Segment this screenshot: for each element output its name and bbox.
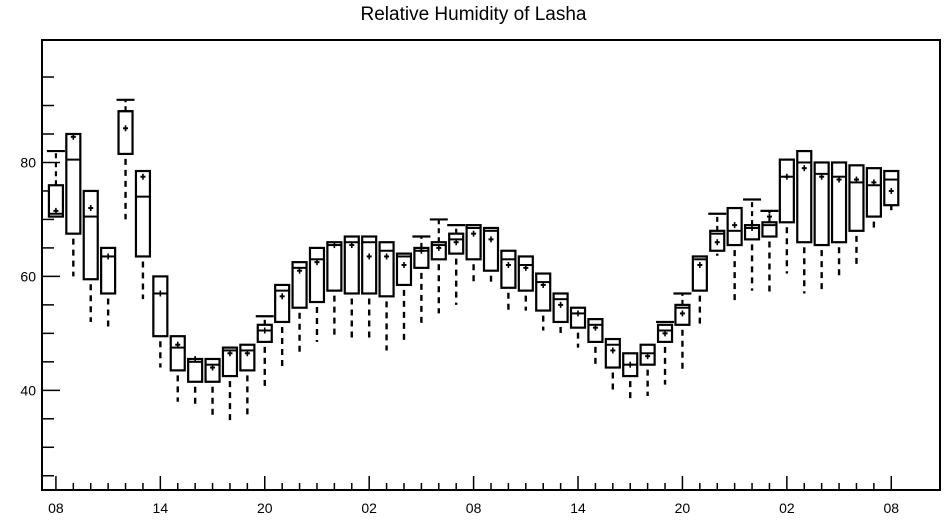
- box: [221, 346, 239, 378]
- box-item: [552, 292, 569, 337]
- box-item: [274, 283, 291, 371]
- box-item: [134, 169, 152, 300]
- y-tick-label: 40: [20, 382, 36, 398]
- box: [378, 241, 395, 298]
- box-item: [830, 161, 848, 280]
- box-item: [239, 343, 256, 416]
- box: [239, 343, 256, 372]
- x-tick-label: 02: [361, 500, 377, 516]
- box-item: [116, 98, 135, 220]
- x-tick-label: 14: [570, 500, 586, 516]
- box: [500, 249, 517, 289]
- box-item: [708, 212, 727, 256]
- box-item: [517, 255, 534, 311]
- box: [778, 158, 795, 224]
- box-item: [343, 235, 360, 342]
- box-item: [395, 252, 413, 342]
- y-tick-label: 60: [20, 268, 36, 284]
- box-item: [796, 149, 813, 294]
- box: [291, 261, 308, 309]
- box-item: [100, 246, 117, 331]
- box-item: [673, 292, 692, 374]
- box: [813, 161, 830, 247]
- box-item: [587, 318, 604, 365]
- chart-title: Relative Humidity of Lasha: [360, 4, 587, 25]
- box: [517, 255, 534, 292]
- box-item: [65, 132, 82, 277]
- box-item: [865, 167, 882, 231]
- box: [482, 226, 500, 272]
- x-axis-ticks: 08 14 20 02 08 14 20 02 08: [48, 476, 899, 516]
- box: [691, 255, 708, 292]
- box-item: [412, 235, 431, 328]
- box-item: [465, 224, 482, 285]
- box-item: [152, 275, 169, 368]
- box-item: [535, 272, 552, 331]
- box: [465, 224, 482, 261]
- box: [65, 132, 82, 235]
- x-tick-label: 14: [153, 500, 169, 516]
- box: [848, 164, 865, 232]
- box-item: [326, 241, 343, 337]
- box-item: [726, 206, 743, 305]
- box-item: [622, 352, 639, 402]
- x-tick-label: 08: [48, 500, 64, 516]
- box-item: [569, 306, 587, 348]
- box-item: [883, 169, 900, 211]
- box: [274, 283, 291, 324]
- box-item: [639, 343, 656, 397]
- x-tick-label: 08: [466, 500, 482, 516]
- box-item: [848, 164, 865, 265]
- box-item: [187, 355, 204, 408]
- box: [395, 252, 413, 287]
- y-tick-label: 80: [20, 154, 36, 170]
- box-item: [378, 241, 395, 351]
- box: [100, 246, 117, 295]
- box-item: [82, 189, 99, 322]
- box: [152, 275, 169, 338]
- box-item: [691, 255, 708, 325]
- x-tick-label: 20: [257, 500, 273, 516]
- box-item: [482, 226, 500, 285]
- x-tick-label: 02: [779, 500, 795, 516]
- box-item: [813, 161, 830, 294]
- box-item: [204, 357, 221, 416]
- x-tick-label: 20: [675, 500, 691, 516]
- box-item: [500, 249, 517, 311]
- box-item: [604, 337, 621, 391]
- box: [117, 110, 134, 156]
- box: [134, 169, 152, 258]
- box-item: [221, 346, 239, 425]
- box: [343, 235, 360, 295]
- box: [169, 335, 186, 372]
- box-item: [361, 235, 378, 342]
- y-axis-ticks: 40 60 80: [20, 76, 60, 477]
- box-item: [308, 246, 326, 342]
- box: [308, 246, 326, 304]
- box-item: [656, 320, 675, 385]
- box-item: [169, 335, 186, 402]
- box: [82, 189, 99, 281]
- box: [796, 149, 813, 244]
- box-item: [447, 224, 466, 305]
- box: [535, 272, 552, 312]
- box: [865, 167, 882, 218]
- x-tick-label: 08: [883, 500, 899, 516]
- box-series: [46, 98, 900, 425]
- box: [830, 161, 848, 244]
- box-item: [291, 261, 308, 354]
- box-item: [429, 218, 448, 314]
- box-item: [778, 158, 795, 274]
- box-item: [255, 315, 274, 391]
- box-item: [760, 209, 779, 294]
- box: [326, 241, 343, 292]
- box-item: [743, 198, 762, 291]
- box: [361, 235, 378, 295]
- box-item: [46, 149, 65, 218]
